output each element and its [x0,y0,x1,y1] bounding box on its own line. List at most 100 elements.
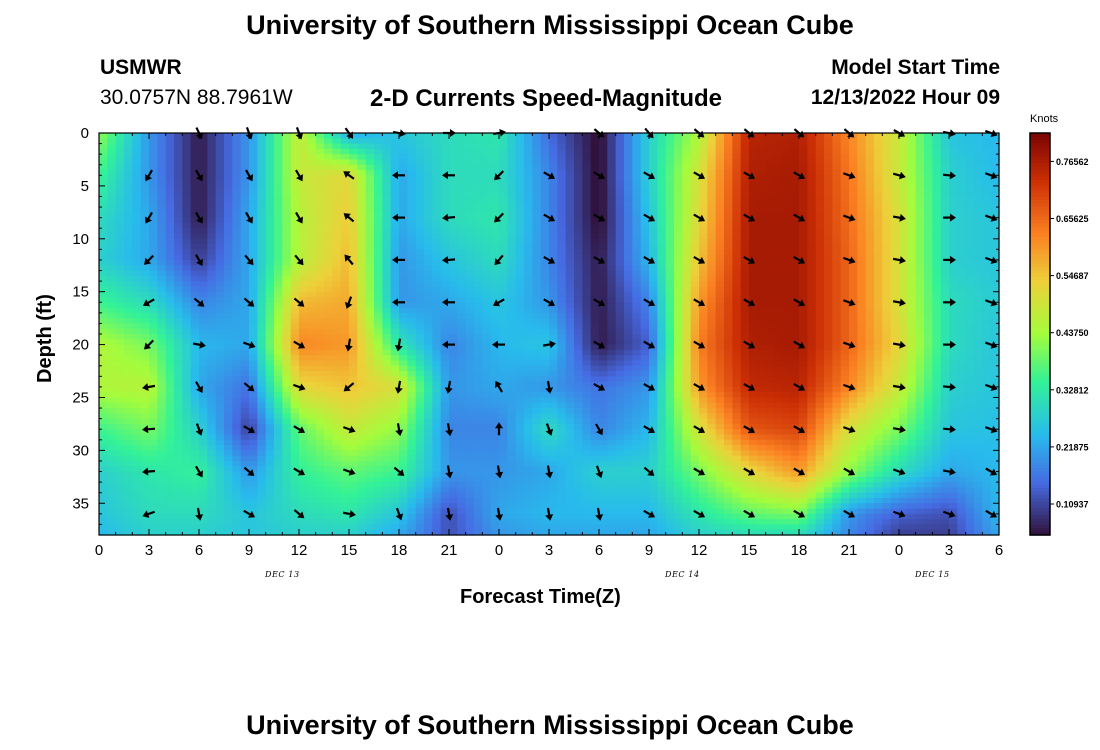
heatmap-cell [149,360,158,367]
heatmap-cell [99,349,108,356]
heatmap-cell [582,159,592,166]
heatmap-cell [424,191,433,198]
heatmap-cell [274,244,283,250]
heatmap-cell [124,238,133,245]
heatmap-cell [132,164,142,171]
heatmap-cell [99,238,108,245]
heatmap-cell [499,259,508,266]
heatmap-cell [440,270,450,277]
heatmap-cell [890,207,900,213]
heatmap-cell [140,254,150,261]
heatmap-cell [157,238,167,245]
heatmap-cell [224,296,233,303]
heatmap-cell [182,207,192,213]
heatmap-cell [490,148,500,155]
heatmap-cell [907,164,917,171]
heatmap-cell [640,148,650,155]
heatmap-cell [107,148,117,155]
heatmap-cell [882,254,892,261]
heatmap-cell [949,312,958,319]
heatmap-cell [465,201,475,208]
heatmap-cell [382,328,392,335]
heatmap-cell [557,275,567,282]
heatmap-cell [99,312,108,319]
heatmap-cell [257,307,267,314]
heatmap-cell [765,259,775,266]
heatmap-cell [424,323,433,330]
heatmap-cell [240,365,250,372]
heatmap-cell [832,307,842,314]
heatmap-cell [982,328,992,335]
heatmap-cell [840,275,850,282]
heatmap-cell [524,328,533,335]
heatmap-cell [807,201,817,208]
heatmap-cell [840,180,850,187]
heatmap-cell [157,376,167,383]
heatmap-cell [707,281,717,287]
heatmap-cell [799,339,808,346]
heatmap-cell [732,164,742,171]
heatmap-cell [907,365,917,372]
heatmap-cell [740,328,750,335]
heatmap-cell [432,191,442,198]
heatmap-cell [965,312,975,319]
heatmap-cell [324,217,333,224]
heatmap-cell [440,212,450,219]
heatmap-cell [899,185,908,192]
heatmap-cell [957,143,967,150]
heatmap-cell [849,286,858,293]
heatmap-cell [849,185,858,192]
heatmap-cell [499,170,508,176]
heatmap-cell [590,355,600,362]
heatmap-cell [199,228,208,235]
heatmap-cell [682,238,692,245]
heatmap-cell [249,185,258,192]
heatmap-cell [140,270,150,277]
heatmap-cell [807,148,817,155]
heatmap-cell [782,180,792,187]
heatmap-cell [199,148,208,155]
heatmap-cell [132,291,142,298]
heatmap-cell [907,318,917,325]
heatmap-cell [857,349,867,356]
heatmap-cell [382,339,392,346]
heatmap-cell [849,143,858,150]
heatmap-cell [340,233,350,240]
heatmap-cell [374,164,383,171]
heatmap-cell [774,244,783,250]
heatmap-cell [874,344,883,351]
heatmap-cell [182,228,192,235]
heatmap-cell [865,344,875,351]
heatmap-cell [440,238,450,245]
heatmap-cell [190,217,200,224]
heatmap-cell [532,291,542,298]
heatmap-cell [315,307,325,314]
heatmap-cell [265,143,275,150]
heatmap-cell [665,133,675,139]
heatmap-cell [415,185,425,192]
heatmap-cell [774,254,783,261]
heatmap-cell [424,207,433,213]
heatmap-cell [249,371,258,377]
heatmap-cell [649,265,658,272]
heatmap-cell [574,207,583,213]
heatmap-cell [765,170,775,176]
heatmap-cell [482,360,492,367]
heatmap-cell [474,244,483,250]
heatmap-cell [157,180,167,187]
heatmap-cell [374,296,383,303]
heatmap-cell [865,270,875,277]
heatmap-cell [457,228,467,235]
heatmap-cell [915,265,925,272]
heatmap-cell [374,133,383,139]
heatmap-cell [765,323,775,330]
heatmap-cell [174,328,183,335]
heatmap-cell [157,196,167,203]
heatmap-cell [332,355,342,362]
heatmap-cell [140,296,150,303]
heatmap-cell [632,291,642,298]
heatmap-cell [940,233,950,240]
heatmap-cell [982,201,992,208]
heatmap-cell [107,207,117,213]
heatmap-cell [374,318,383,325]
